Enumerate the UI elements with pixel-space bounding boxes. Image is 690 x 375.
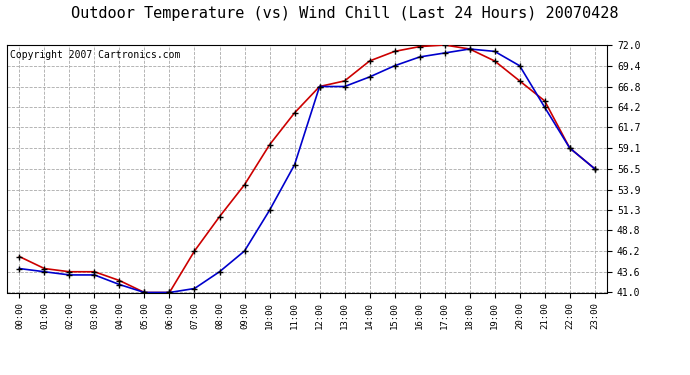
Text: Outdoor Temperature (vs) Wind Chill (Last 24 Hours) 20070428: Outdoor Temperature (vs) Wind Chill (Las… [71,6,619,21]
Text: Copyright 2007 Cartronics.com: Copyright 2007 Cartronics.com [10,50,180,60]
